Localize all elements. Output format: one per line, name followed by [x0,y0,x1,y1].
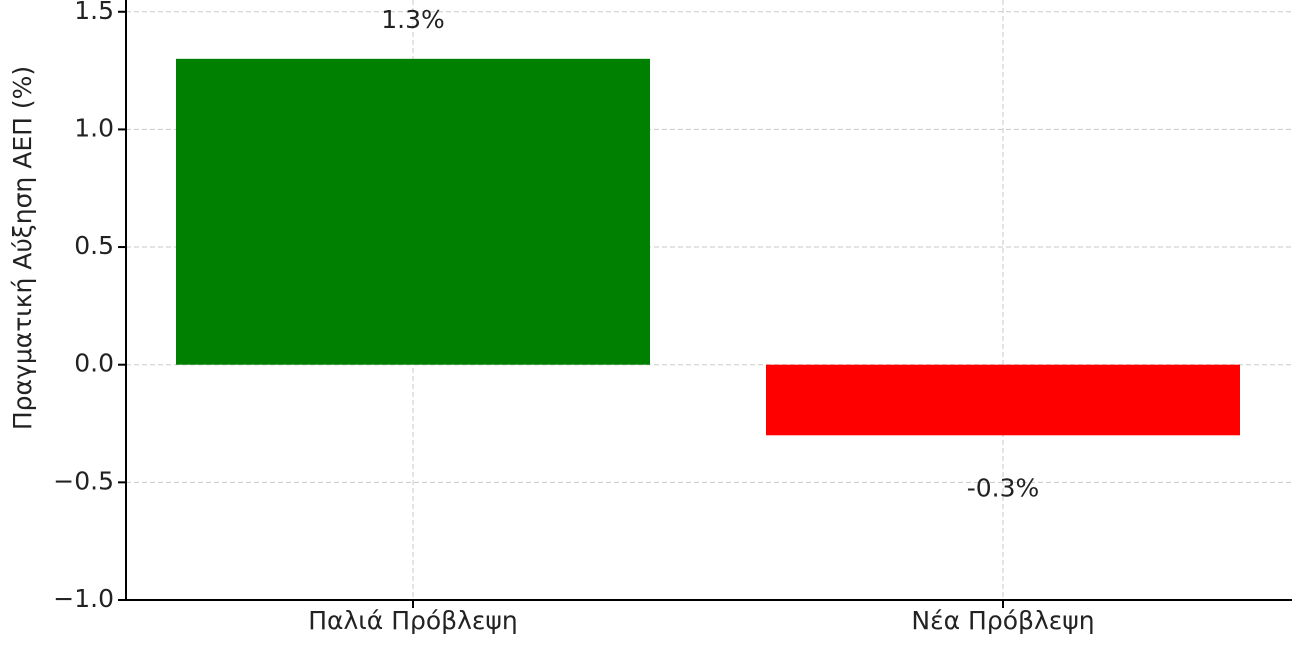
y-tick-label: 1.0 [74,113,114,142]
x-tick-label: Νέα Πρόβλεψη [911,606,1094,635]
y-axis-label: Πραγματική Αύξηση ΑΕΠ (%) [8,66,37,430]
bar [176,58,650,365]
y-tick-label: 0.0 [74,349,114,378]
y-tick-label: −0.5 [53,466,114,495]
y-tick-label: 0.5 [74,231,114,260]
y-tick-label: 1.5 [74,0,114,25]
value-label: 1.3% [381,5,445,34]
y-tick-label: −1.0 [53,584,114,613]
bar [766,364,1240,436]
value-label: -0.3% [967,473,1040,502]
x-tick-label: Παλιά Πρόβλεψη [308,606,518,635]
